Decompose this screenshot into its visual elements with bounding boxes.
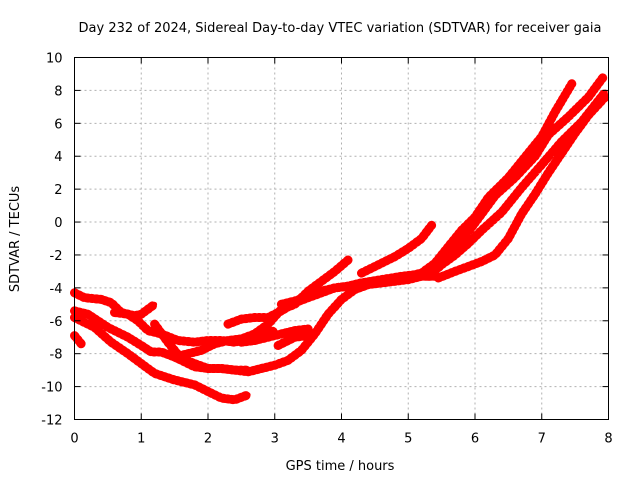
y-tick-label: -10: [41, 381, 62, 396]
grid: [74, 57, 609, 420]
x-tick-label: 1: [137, 432, 145, 447]
x-axis-label: GPS time / hours: [286, 459, 395, 474]
y-tick-label: 0: [54, 216, 62, 231]
y-tick-label: 4: [54, 150, 62, 165]
y-tick-label: 2: [54, 183, 62, 198]
series-group: [70, 72, 610, 405]
x-tick-label: 4: [337, 432, 345, 447]
y-tick-label: 8: [54, 84, 62, 99]
x-tick-label: 2: [204, 432, 212, 447]
x-tick-label: 8: [604, 432, 612, 447]
series-line-s7-texture: [150, 271, 440, 377]
y-axis-label: SDTVAR / TECUs: [8, 186, 23, 293]
series-line-s15-texture: [423, 87, 610, 281]
series-line-s16-texture: [433, 92, 610, 283]
series-line-s9-texture: [236, 324, 313, 347]
series-line-s1-texture: [70, 331, 86, 349]
y-tick-label: -6: [50, 315, 63, 330]
y-tick-label: 10: [46, 52, 63, 67]
series-line-s10-texture: [273, 331, 313, 350]
y-tick-label: 6: [54, 117, 62, 132]
y-tick-label: -2: [50, 249, 63, 264]
x-tick-label: 3: [271, 432, 279, 447]
x-tick-label: 0: [70, 432, 78, 447]
axis-ticks: 0 1 2 3 4 5 6 7 8 -12 -10 -8 -6 -4 -2 0 2 4 6 8 10: [41, 52, 612, 447]
x-tick-label: 5: [404, 432, 412, 447]
x-tick-label: 6: [471, 432, 479, 447]
series-line-s12-texture: [357, 220, 437, 278]
series-line-s6-texture: [170, 255, 353, 362]
series-line-s4-texture: [70, 313, 253, 405]
series-line-s2-texture: [70, 288, 160, 321]
y-tick-label: -12: [41, 414, 62, 429]
chart-title: Day 232 of 2024, Sidereal Day-to-day VTE…: [79, 21, 602, 36]
y-tick-label: -8: [50, 348, 63, 363]
y-tick-label: -4: [50, 282, 63, 297]
x-tick-label: 7: [538, 432, 546, 447]
